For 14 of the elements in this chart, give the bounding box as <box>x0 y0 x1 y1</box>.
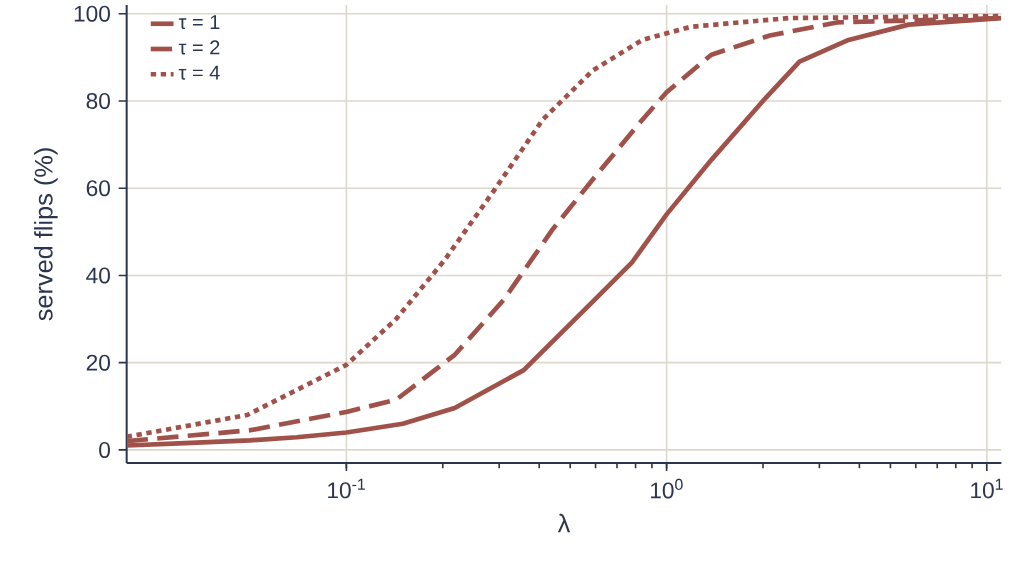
y-tick-label: 60 <box>86 180 110 197</box>
y-tick-label: 20 <box>86 354 110 371</box>
y-tick-label: 0 <box>99 441 110 458</box>
x-tick-label: 10$^{0}$ <box>650 478 683 499</box>
y-tick-label: 40 <box>86 267 110 284</box>
legend-label: τ = 4 <box>178 65 220 80</box>
legend-label: τ = 1 <box>178 15 220 30</box>
x-tick-label: 10$^{-1}$ <box>328 478 365 499</box>
x-tick-label: 10$^{1}$ <box>971 478 1003 499</box>
y-tick-label: 80 <box>86 92 110 109</box>
legend-label: τ = 2 <box>178 40 220 55</box>
y-tick-label: 100 <box>74 5 110 22</box>
x-axis-title: λ <box>557 513 571 533</box>
y-axis-title: served flips (%) <box>34 148 58 321</box>
